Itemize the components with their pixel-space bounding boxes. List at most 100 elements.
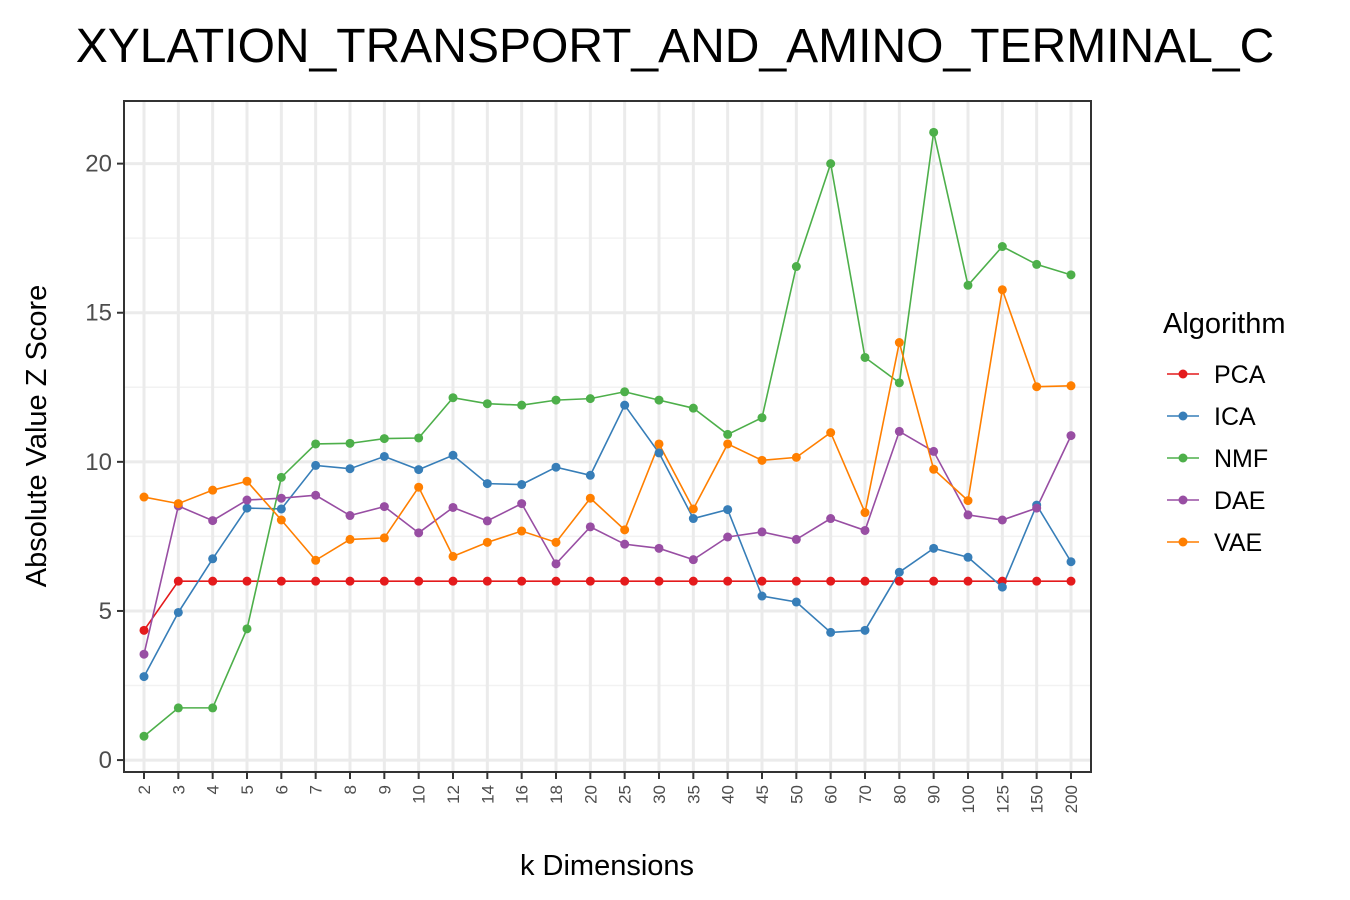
y-tick-label: 15: [85, 300, 112, 327]
data-point-pca: [1067, 577, 1076, 586]
data-point-vae: [483, 538, 492, 547]
data-point-dae: [689, 555, 698, 564]
data-point-vae: [655, 439, 664, 448]
data-point-vae: [758, 456, 767, 465]
data-point-vae: [1032, 382, 1041, 391]
data-point-ica: [311, 461, 320, 470]
chart-title: XYLATION_TRANSPORT_AND_AMINO_TERMINAL_C: [76, 20, 1275, 73]
data-point-ica: [1067, 557, 1076, 566]
data-point-dae: [723, 533, 732, 542]
x-tick-label: 70: [856, 785, 875, 804]
data-point-ica: [208, 554, 217, 563]
data-point-pca: [586, 577, 595, 586]
data-point-ica: [586, 471, 595, 480]
x-tick-label: 125: [993, 785, 1012, 813]
x-tick-label: 60: [822, 785, 841, 804]
legend-label-nmf: NMF: [1214, 445, 1268, 473]
data-point-dae: [346, 511, 355, 520]
data-point-dae: [861, 526, 870, 535]
data-point-dae: [792, 535, 801, 544]
x-tick-label: 100: [959, 785, 978, 813]
data-point-nmf: [346, 439, 355, 448]
data-point-dae: [277, 494, 286, 503]
x-tick-label: 4: [204, 785, 223, 794]
data-point-vae: [964, 496, 973, 505]
legend-label-vae: VAE: [1214, 529, 1262, 557]
data-point-dae: [586, 522, 595, 531]
data-point-ica: [140, 672, 149, 681]
legend-marker-ica: [1179, 412, 1188, 421]
y-axis: 05101520: [85, 151, 124, 774]
data-point-nmf: [140, 732, 149, 741]
x-tick-label: 20: [581, 785, 600, 804]
data-point-ica: [346, 464, 355, 473]
data-point-ica: [964, 553, 973, 562]
data-point-ica: [998, 583, 1007, 592]
data-point-dae: [552, 559, 561, 568]
data-point-ica: [826, 628, 835, 637]
data-point-ica: [277, 504, 286, 513]
data-point-pca: [895, 577, 904, 586]
data-point-pca: [826, 577, 835, 586]
data-point-vae: [826, 428, 835, 437]
data-point-dae: [929, 447, 938, 456]
x-tick-label: 18: [547, 785, 566, 804]
data-point-pca: [689, 577, 698, 586]
data-point-nmf: [689, 404, 698, 413]
data-point-vae: [380, 533, 389, 542]
data-point-nmf: [964, 281, 973, 290]
data-point-dae: [895, 427, 904, 436]
x-tick-label: 12: [444, 785, 463, 804]
data-point-vae: [929, 465, 938, 474]
data-point-pca: [346, 577, 355, 586]
x-tick-label: 50: [787, 785, 806, 804]
data-point-nmf: [208, 703, 217, 712]
data-point-ica: [552, 463, 561, 472]
data-point-pca: [208, 577, 217, 586]
data-point-pca: [1032, 577, 1041, 586]
data-point-ica: [689, 514, 698, 523]
data-point-dae: [414, 528, 423, 537]
y-tick-label: 0: [99, 747, 112, 774]
data-point-ica: [243, 504, 252, 513]
data-point-nmf: [483, 399, 492, 408]
data-point-nmf: [758, 413, 767, 422]
data-point-nmf: [861, 353, 870, 362]
data-point-nmf: [449, 393, 458, 402]
data-point-pca: [414, 577, 423, 586]
data-point-nmf: [243, 624, 252, 633]
x-tick-label: 14: [478, 785, 497, 804]
data-point-dae: [449, 503, 458, 512]
data-point-pca: [861, 577, 870, 586]
data-point-vae: [449, 552, 458, 561]
legend: Algorithm PCA ICA NMF DAE VAE: [1163, 308, 1286, 557]
data-point-ica: [483, 479, 492, 488]
data-point-vae: [208, 486, 217, 495]
x-tick-label: 6: [272, 785, 291, 794]
data-point-vae: [414, 483, 423, 492]
data-point-nmf: [1032, 260, 1041, 269]
x-tick-label: 9: [375, 785, 394, 794]
x-tick-label: 7: [307, 785, 326, 794]
data-point-pca: [517, 577, 526, 586]
data-point-ica: [929, 544, 938, 553]
legend-marker-dae: [1179, 496, 1188, 505]
data-point-vae: [140, 493, 149, 502]
x-tick-label: 200: [1062, 785, 1081, 813]
data-point-nmf: [552, 396, 561, 405]
data-point-pca: [758, 577, 767, 586]
data-point-nmf: [311, 439, 320, 448]
data-point-ica: [414, 465, 423, 474]
data-point-vae: [277, 516, 286, 525]
data-point-nmf: [998, 242, 1007, 251]
data-point-pca: [929, 577, 938, 586]
plot-panel: [124, 101, 1091, 772]
data-point-dae: [483, 516, 492, 525]
data-point-pca: [655, 577, 664, 586]
data-point-dae: [620, 540, 629, 549]
x-tick-label: 25: [616, 785, 635, 804]
x-tick-label: 16: [513, 785, 532, 804]
x-axis-title: k Dimensions: [520, 850, 694, 882]
data-point-ica: [723, 505, 732, 514]
data-point-pca: [964, 577, 973, 586]
